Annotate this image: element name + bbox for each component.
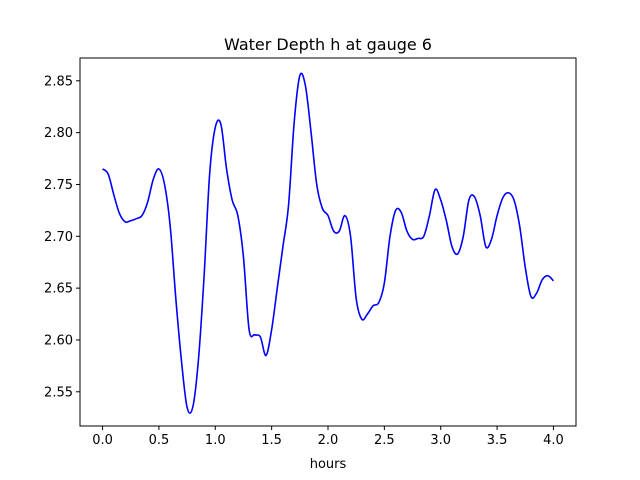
y-tick-label: 2.80 [44, 126, 73, 141]
x-axis: 0.0 0.5 1.0 1.5 2.0 2.5 3.0 3.5 4.0 [92, 426, 564, 448]
x-tick-label: 1.5 [261, 433, 282, 448]
x-tick-label: 2.0 [318, 433, 339, 448]
series-line-0 [102, 72, 555, 414]
y-axis: 2.55 2.60 2.65 2.70 2.75 2.80 2.85 [44, 74, 80, 400]
y-tick-label: 2.70 [44, 230, 73, 245]
chart-title: Water Depth h at gauge 6 [224, 35, 432, 54]
x-tick-label: 4.0 [543, 433, 564, 448]
x-tick-label: 3.0 [430, 433, 451, 448]
y-tick-label: 2.60 [44, 333, 73, 348]
x-tick-label: 1.0 [205, 433, 226, 448]
x-tick-label: 2.5 [374, 433, 395, 448]
y-tick-label: 2.85 [44, 74, 73, 89]
y-tick-label: 2.75 [44, 178, 73, 193]
y-tick-label: 2.55 [44, 385, 73, 400]
x-tick-label: 0.0 [92, 433, 113, 448]
plot-frame [79, 57, 577, 427]
y-tick-label: 2.65 [44, 282, 73, 297]
plot-area [102, 72, 555, 414]
x-tick-label: 3.5 [487, 433, 508, 448]
x-axis-label: hours [310, 457, 347, 472]
x-tick-label: 0.5 [149, 433, 170, 448]
